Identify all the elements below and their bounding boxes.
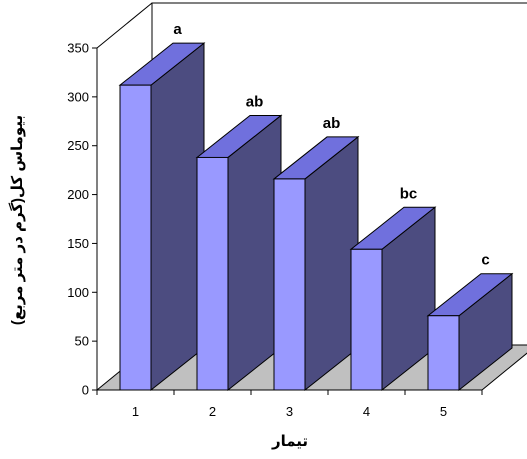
bar-front-1 — [119, 84, 152, 391]
side-wall-edge — [96, 2, 153, 49]
bar-front-2 — [196, 156, 229, 391]
x-tick-label: 4 — [363, 404, 370, 419]
bar-4: bc — [349, 185, 437, 392]
bar-1: a — [118, 21, 206, 392]
y-tick-label: 150 — [67, 236, 89, 251]
bar-front-5 — [427, 315, 460, 391]
y-tick-label: 300 — [67, 89, 89, 104]
x-axis-title: تیمار — [271, 433, 308, 450]
y-tick-label: 200 — [67, 187, 89, 202]
y-axis-title: بیوماس کل(گرم در متر مربع) — [8, 115, 26, 325]
y-tick-label: 50 — [75, 334, 89, 349]
bars: a ab ab bc c — [118, 21, 514, 392]
data-label-5: c — [481, 252, 489, 269]
bar-2: ab — [195, 93, 283, 392]
bar-side-2 — [227, 114, 282, 392]
x-tick-label: 5 — [440, 404, 447, 419]
y-tick-label: 100 — [67, 285, 89, 300]
bar-5: c — [426, 252, 514, 392]
bar-3: ab — [272, 115, 360, 392]
x-tick-label: 1 — [132, 404, 139, 419]
bar-side-3 — [304, 135, 359, 392]
y-tick-label: 0 — [82, 383, 89, 398]
axes: 0 50 100 150 200 250 300 350 1 2 3 4 5 — [67, 41, 483, 419]
x-tick-label: 3 — [286, 404, 293, 419]
bar-front-3 — [273, 178, 306, 391]
bar-side-1 — [150, 42, 205, 392]
y-tick-label: 350 — [67, 41, 89, 56]
data-label-4: bc — [400, 185, 418, 202]
y-tick-label: 250 — [67, 138, 89, 153]
data-label-2: ab — [246, 93, 264, 110]
bar-front-4 — [350, 248, 383, 391]
data-label-1: a — [173, 21, 182, 38]
data-label-3: ab — [323, 115, 341, 132]
x-tick-label: 2 — [209, 404, 216, 419]
